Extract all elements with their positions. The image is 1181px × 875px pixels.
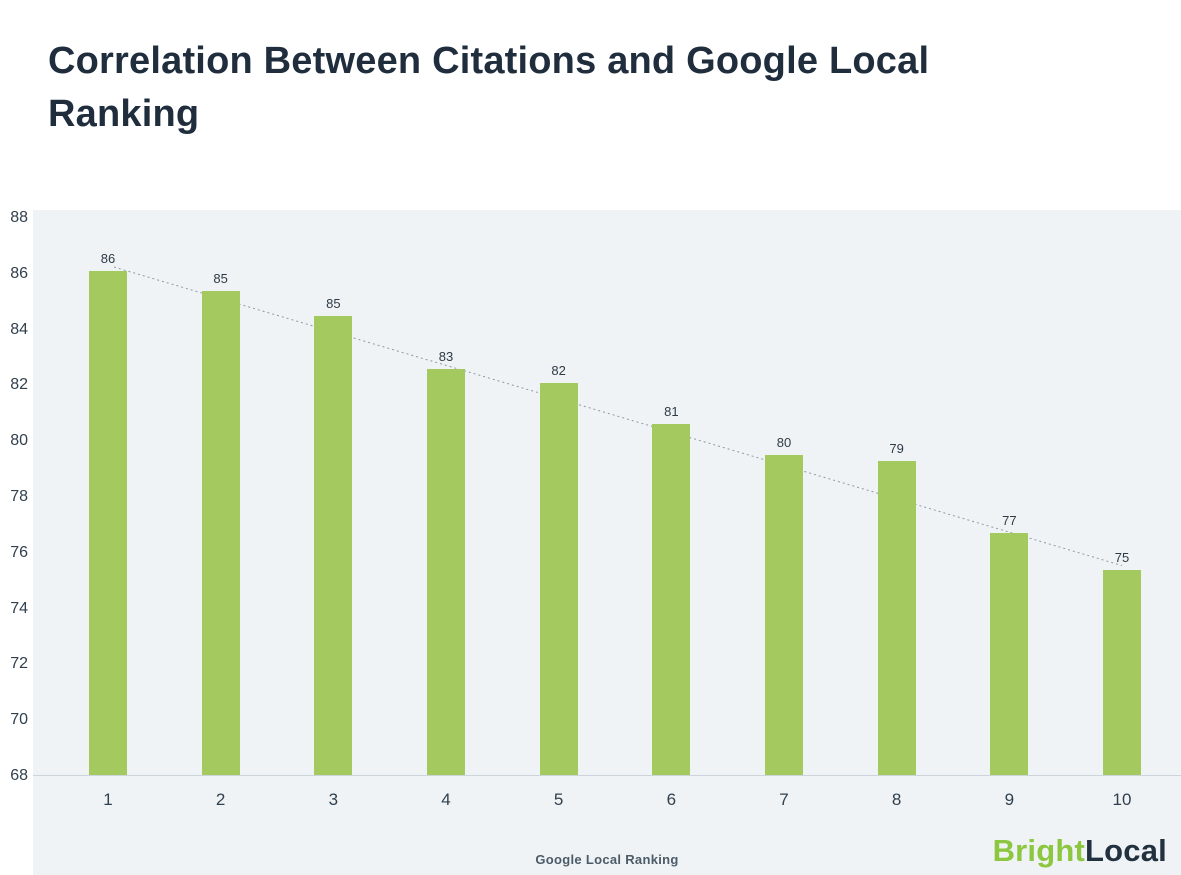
x-axis-title: Google Local Ranking xyxy=(535,852,679,867)
y-axis-tick-label: 82 xyxy=(10,376,28,394)
bar xyxy=(201,290,240,775)
y-axis-tick-label: 68 xyxy=(10,767,28,784)
bar-value-label: 80 xyxy=(776,435,792,451)
brand-logo-bright: Bright xyxy=(992,833,1086,868)
x-axis-tick-label: 7 xyxy=(779,790,789,809)
x-axis-tick-label: 10 xyxy=(1112,790,1132,809)
y-axis-tick-label: 86 xyxy=(10,264,28,282)
brand-logo-local: Local xyxy=(1085,833,1167,868)
bar-value-label: 85 xyxy=(213,270,228,286)
bar-value-label: 82 xyxy=(551,362,566,378)
x-axis-tick-label: 5 xyxy=(553,790,564,809)
bar xyxy=(1103,569,1141,775)
bar-value-label: 77 xyxy=(1002,513,1017,529)
y-axis-tick-label: 88 xyxy=(10,209,28,226)
x-axis-tick-label: 6 xyxy=(666,790,677,809)
bar-value-label: 85 xyxy=(326,295,341,311)
bar-value-label: 83 xyxy=(438,348,454,364)
bar xyxy=(427,368,465,775)
y-axis-tick-label: 80 xyxy=(10,432,28,450)
y-axis-tick-label: 84 xyxy=(10,320,28,338)
y-axis-tick-label: 70 xyxy=(10,711,28,729)
bar-value-label: 79 xyxy=(889,440,904,456)
brightlocal-logo: BrightLocal xyxy=(993,833,1167,869)
x-axis-tick-label: 3 xyxy=(328,790,339,809)
bar xyxy=(539,382,578,775)
x-axis-tick-label: 1 xyxy=(103,790,113,809)
x-axis-tick-label: 4 xyxy=(441,790,451,809)
y-axis-tick-label: 72 xyxy=(10,655,28,673)
chart-title: Correlation Between Citations and Google… xyxy=(48,40,930,135)
bar xyxy=(652,424,691,775)
y-axis-tick-label: 78 xyxy=(10,488,28,505)
bar-value-label: 81 xyxy=(664,404,679,420)
x-axis-line xyxy=(33,775,1181,776)
y-axis-tick-label: 74 xyxy=(10,599,28,617)
bar-value-label: 75 xyxy=(1114,549,1130,565)
bar xyxy=(877,460,916,775)
x-axis-tick-label: 9 xyxy=(1004,790,1015,809)
bar xyxy=(89,271,127,775)
bar xyxy=(990,533,1029,775)
bar xyxy=(314,315,353,775)
x-axis-tick-label: 8 xyxy=(891,790,902,809)
x-axis-tick-label: 2 xyxy=(215,790,226,809)
y-axis-tick-label: 76 xyxy=(10,543,28,561)
bar xyxy=(765,455,803,775)
bar-value-label: 86 xyxy=(100,251,116,266)
